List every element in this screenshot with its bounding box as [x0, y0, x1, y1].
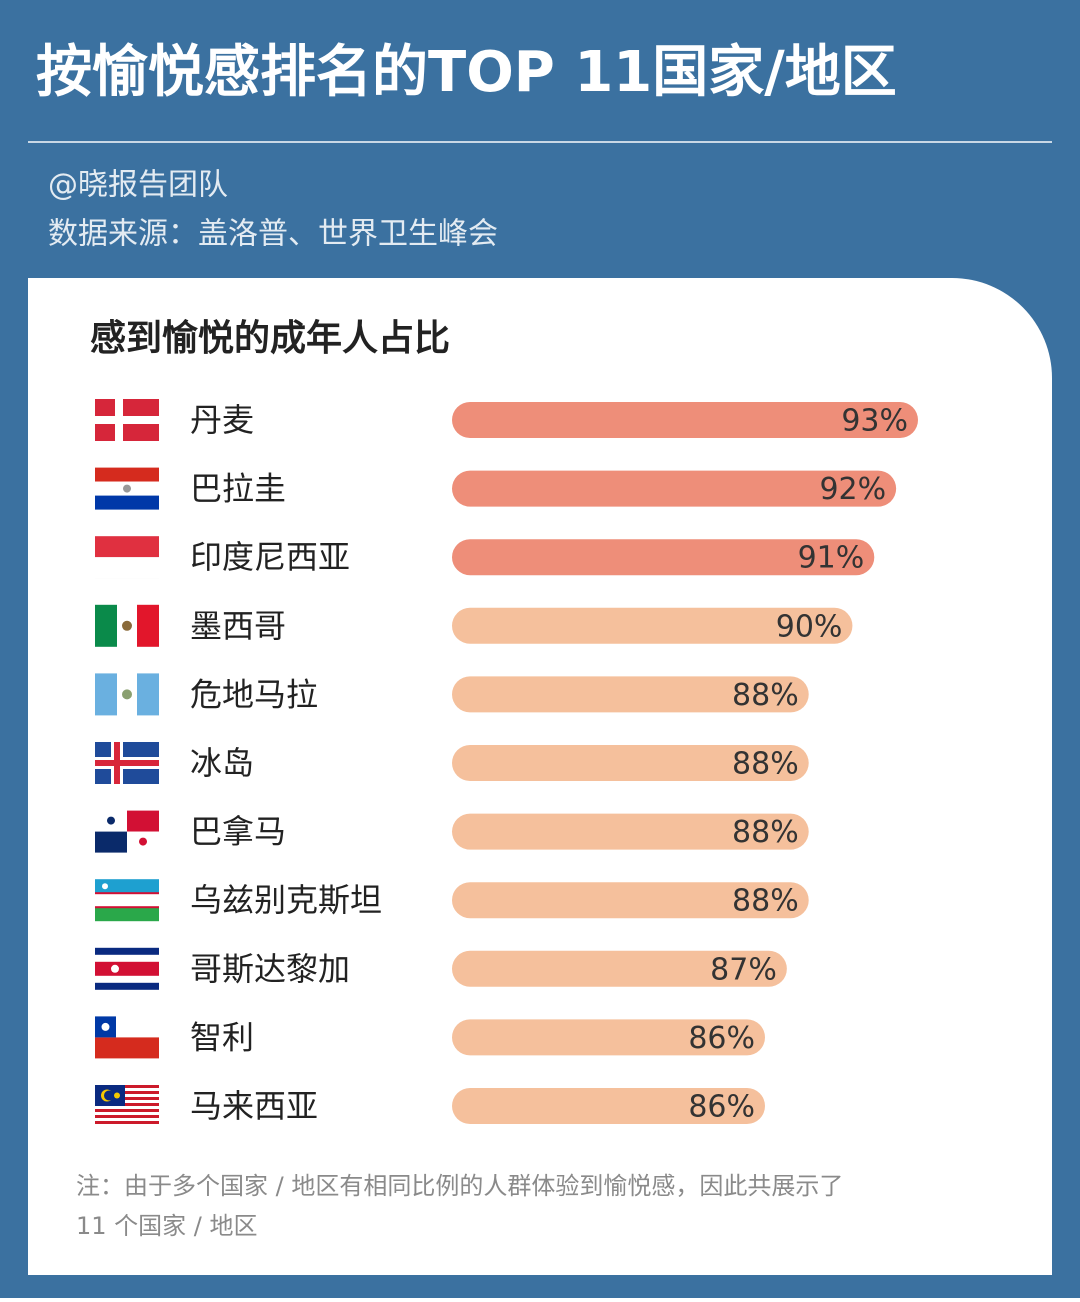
flag-part [122, 689, 132, 699]
flag-part [139, 838, 147, 846]
country-label: 乌兹别克斯坦 [190, 881, 382, 919]
flag-part [95, 496, 159, 510]
country-label: 智利 [190, 1018, 254, 1056]
flag-part [127, 811, 159, 832]
value-label: 88% [732, 884, 799, 919]
value-label: 93% [841, 404, 908, 439]
flag-part [122, 621, 132, 631]
flag-part [95, 536, 159, 557]
country-label: 危地马拉 [190, 675, 318, 713]
value-label: 86% [688, 1090, 755, 1125]
flag-part [137, 673, 159, 715]
note: 注：由于多个国家 / 地区有相同比例的人群体验到愉悦感，因此共展示了 [76, 1172, 843, 1200]
flag [95, 605, 159, 647]
flag-part [95, 557, 159, 578]
flag-part [104, 1091, 114, 1101]
flag-part [95, 416, 159, 424]
flag-part [114, 1093, 120, 1099]
flag-part [95, 832, 127, 853]
title: 按愉悦感排名的TOP 11国家/地区 [36, 40, 897, 105]
flag-part [95, 605, 117, 647]
flag-part [102, 1023, 110, 1031]
flag-part [95, 906, 159, 908]
value-label: 88% [732, 678, 799, 713]
flag-part [102, 883, 108, 889]
value-label: 90% [776, 609, 843, 644]
flag [95, 742, 159, 784]
flag [95, 536, 159, 578]
flag-part [95, 1037, 159, 1058]
value-label: 92% [819, 472, 886, 507]
country-label: 马来西亚 [190, 1087, 318, 1125]
flag [95, 1016, 159, 1058]
flag-part [123, 485, 131, 493]
flag-part [107, 817, 115, 825]
flag-part [95, 1115, 159, 1118]
flag [95, 468, 159, 510]
country-label: 冰岛 [190, 744, 254, 782]
flag-part [95, 907, 159, 921]
note: 11 个国家 / 地区 [76, 1212, 258, 1240]
flag-part [95, 962, 159, 976]
flag-part [95, 1109, 159, 1112]
value-label: 87% [710, 952, 777, 987]
flag [95, 879, 159, 921]
value-label: 91% [798, 541, 865, 576]
flag-part [137, 605, 159, 647]
flag [95, 948, 159, 990]
country-label: 印度尼西亚 [190, 538, 350, 576]
flag-part [95, 892, 159, 894]
country-label: 丹麦 [190, 401, 254, 439]
country-label: 巴拿马 [190, 813, 286, 851]
country-label: 哥斯达黎加 [190, 950, 350, 988]
flag-part [95, 1121, 159, 1124]
flag-part [95, 673, 117, 715]
flag [95, 811, 159, 853]
value-label: 86% [688, 1021, 755, 1056]
flag-part [111, 965, 119, 973]
country-label: 墨西哥 [190, 607, 286, 645]
flag-part [95, 760, 159, 766]
source: 数据来源：盖洛普、世界卫生峰会 [48, 217, 498, 252]
value-label: 88% [732, 747, 799, 782]
flag [95, 399, 159, 441]
value-label: 88% [732, 815, 799, 850]
flag-part [95, 893, 159, 907]
country-label: 巴拉圭 [190, 470, 286, 508]
flag [95, 673, 159, 715]
flag-part [95, 468, 159, 482]
author: @晓报告团队 [48, 168, 228, 203]
chart-subtitle: 感到愉悦的成年人占比 [90, 318, 450, 359]
